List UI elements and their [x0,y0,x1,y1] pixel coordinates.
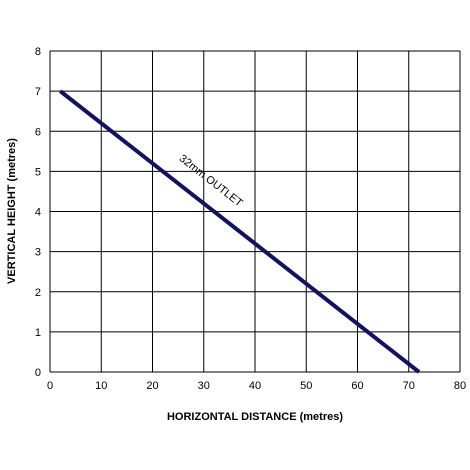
x-tick-label: 10 [95,380,107,392]
y-axis-title: VERTICAL HEIGHT (metres) [6,138,18,284]
x-tick-label: 50 [300,380,312,392]
y-tick-label: 1 [35,327,41,339]
x-tick-label: 60 [351,380,363,392]
x-tick-label: 40 [249,380,261,392]
y-tick-label: 3 [35,247,41,259]
y-tick-label: 4 [35,207,41,219]
y-tick-label: 0 [35,367,41,379]
x-axis-title: HORIZONTAL DISTANCE (metres) [167,411,343,423]
y-tick-label: 8 [35,46,41,58]
x-tick-label: 20 [146,380,158,392]
y-tick-label: 6 [35,126,41,138]
x-tick-label: 70 [403,380,415,392]
gridlines [49,50,461,373]
x-tick-label: 0 [47,380,53,392]
y-tick-label: 7 [35,86,41,98]
series-layer [59,89,421,374]
x-tick-label: 30 [198,380,210,392]
y-tick-label: 2 [35,287,41,299]
series-line [59,89,421,374]
x-tick-label: 80 [454,380,466,392]
y-tick-label: 5 [35,166,41,178]
tick-labels: 0 10 20 30 40 50 60 70 80 0 1 2 3 4 5 6 7 8 [35,46,466,392]
